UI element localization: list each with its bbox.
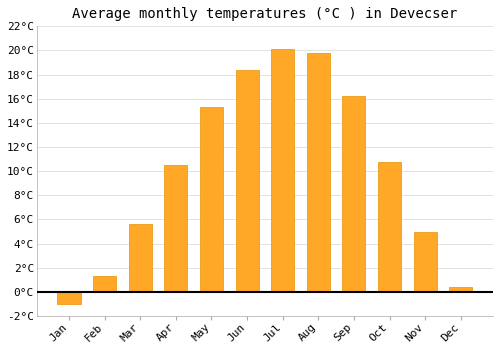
Bar: [306, 53, 330, 292]
Bar: [200, 107, 223, 292]
Bar: [93, 276, 116, 292]
Bar: [58, 292, 80, 304]
Bar: [164, 165, 188, 292]
Bar: [414, 232, 436, 292]
Bar: [378, 162, 401, 292]
Bar: [271, 49, 294, 292]
Title: Average monthly temperatures (°C ) in Devecser: Average monthly temperatures (°C ) in De…: [72, 7, 458, 21]
Bar: [449, 287, 472, 292]
Bar: [342, 96, 365, 292]
Bar: [128, 224, 152, 292]
Bar: [236, 70, 258, 292]
